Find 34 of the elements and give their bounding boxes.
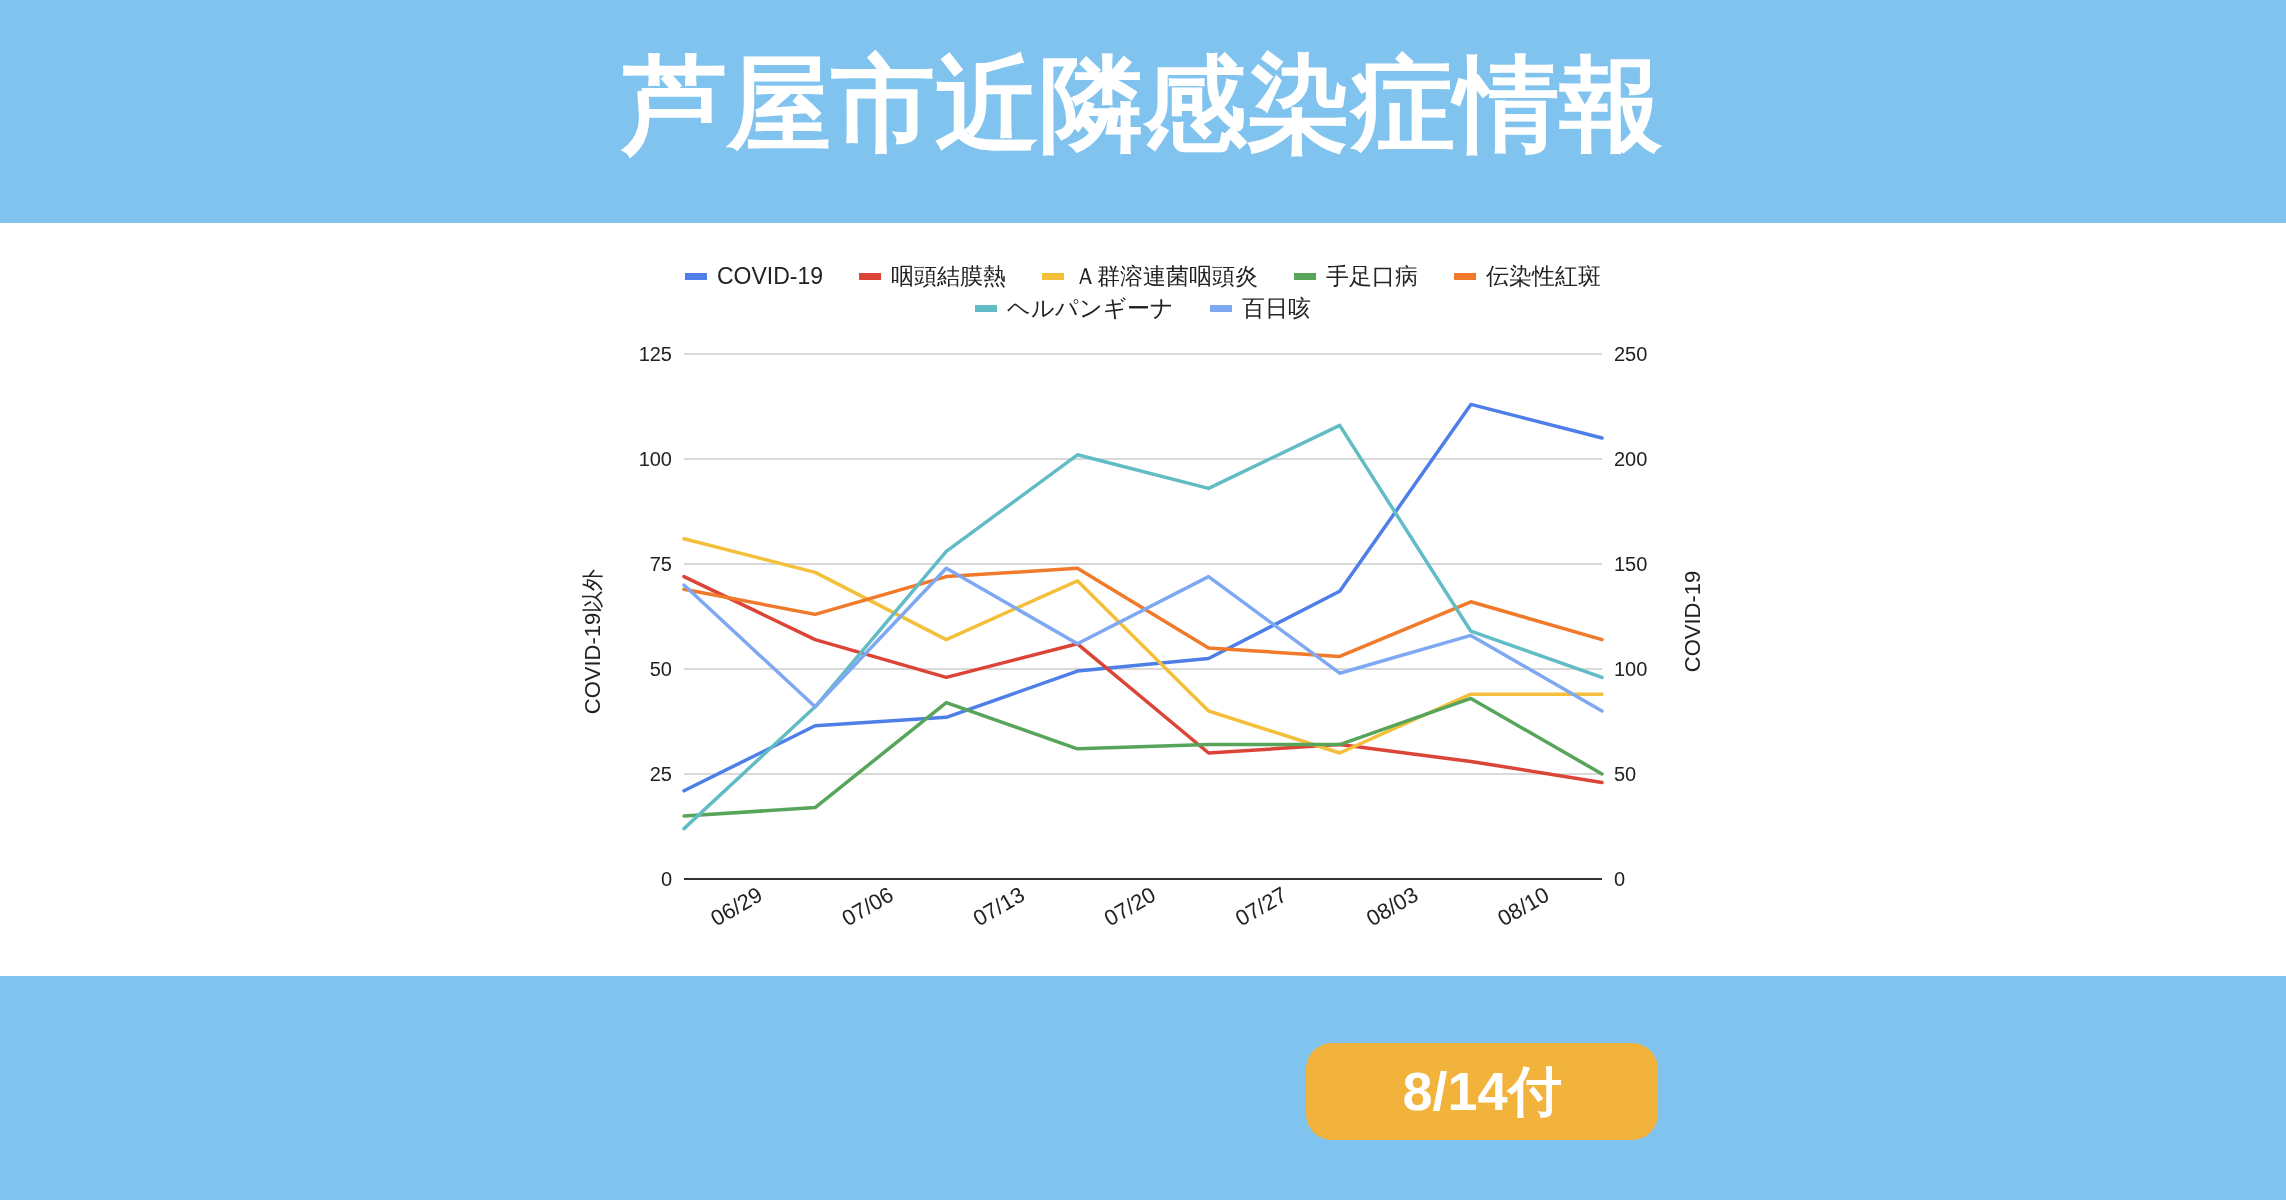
title: 芦屋市近隣感染症情報 (623, 46, 1663, 162)
y-tick-label: 125 (638, 343, 672, 365)
x-tick-label: 07/06 (837, 881, 898, 932)
y2-tick-label: 100 (1614, 658, 1648, 680)
y-tick-label: 25 (649, 763, 672, 785)
y-axis-title: COVID-19以外 (580, 568, 605, 715)
legend-label: COVID-19 (716, 263, 824, 289)
x-tick-label: 06/29 (706, 881, 767, 932)
y2-axis-title: COVID-19 (1680, 570, 1705, 673)
line-series (682, 574, 1604, 785)
line-series (682, 537, 1604, 755)
y-tick-label: 0 (660, 868, 672, 890)
x-tick-label: 07/13 (968, 881, 1029, 932)
legend-label: 百日咳 (1242, 295, 1311, 321)
line-series (682, 566, 1604, 659)
y-tick-label: 75 (649, 553, 672, 575)
legend-label: 伝染性紅斑 (1486, 263, 1602, 289)
legend-label: ヘルパンギーナ (1007, 295, 1174, 321)
y2-tick-label: 250 (1614, 343, 1648, 365)
x-tick-label: 08/10 (1493, 881, 1554, 932)
legend-label: 咽頭結膜熱 (891, 263, 1007, 289)
legend-label: Ａ群溶連菌咽頭炎 (1074, 263, 1259, 289)
text: 8/14付 (1402, 1061, 1562, 1121)
line-series (682, 566, 1604, 713)
x-tick-label: 07/20 (1099, 881, 1160, 932)
line-series (682, 696, 1604, 818)
y-tick-label: 50 (649, 658, 672, 680)
y2-tick-label: 150 (1614, 553, 1648, 575)
y2-tick-label: 50 (1614, 763, 1637, 785)
y-tick-label: 100 (638, 448, 672, 470)
y2-tick-label: 0 (1614, 868, 1626, 890)
x-tick-label: 08/03 (1362, 881, 1423, 932)
y2-tick-label: 200 (1614, 448, 1648, 470)
legend-label: 手足口病 (1326, 263, 1419, 289)
